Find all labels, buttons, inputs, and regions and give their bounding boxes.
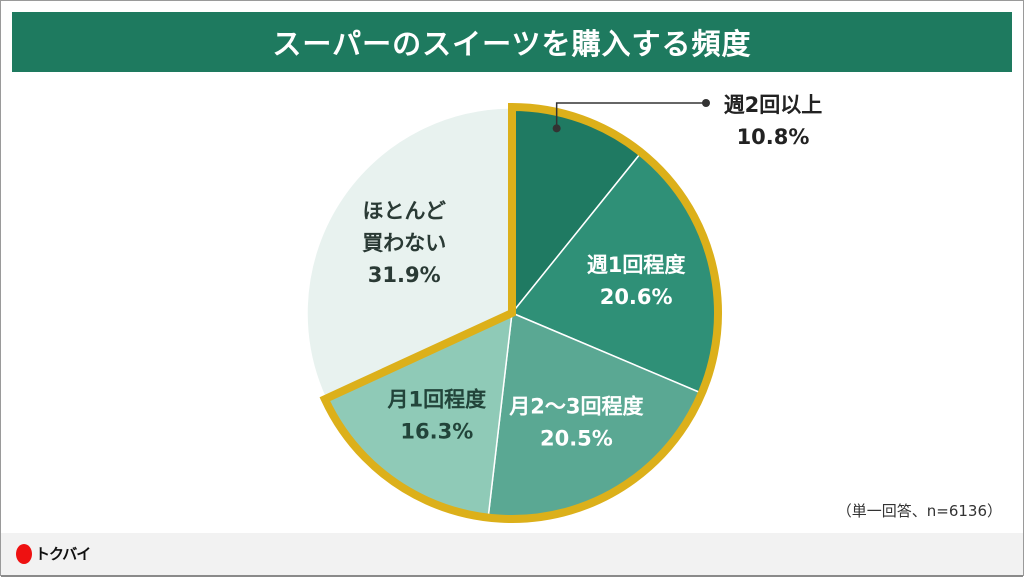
slice-label: 週2回以上 — [724, 93, 823, 117]
slice-value-label: 20.5% — [540, 427, 613, 451]
slice-value-label: 10.8% — [737, 125, 810, 149]
slice-label: 買わない — [362, 231, 446, 255]
slice-label: 月1回程度 — [387, 388, 487, 412]
slice-label: 月2〜3回程度 — [508, 395, 643, 419]
pie-slice — [306, 107, 513, 400]
highlight-outline — [319, 102, 722, 523]
slice-label: ほとんど — [363, 199, 446, 223]
slice-value-label: 20.6% — [600, 285, 673, 309]
logo-dot-icon — [16, 543, 32, 564]
callout-line — [555, 102, 706, 129]
callout-dot — [702, 99, 710, 107]
slice-value-label: 31.9% — [368, 263, 441, 287]
chart-title: スーパーのスイーツを購入する頻度 — [12, 12, 1012, 72]
logo: トクバイ — [16, 543, 91, 564]
slice-value-label: 16.3% — [400, 420, 473, 444]
sample-note: （単一回答、n=6136） — [836, 502, 1002, 520]
logo-text: トクバイ — [35, 545, 91, 563]
footer — [1, 533, 1023, 577]
slice-label: 週1回程度 — [587, 253, 686, 277]
